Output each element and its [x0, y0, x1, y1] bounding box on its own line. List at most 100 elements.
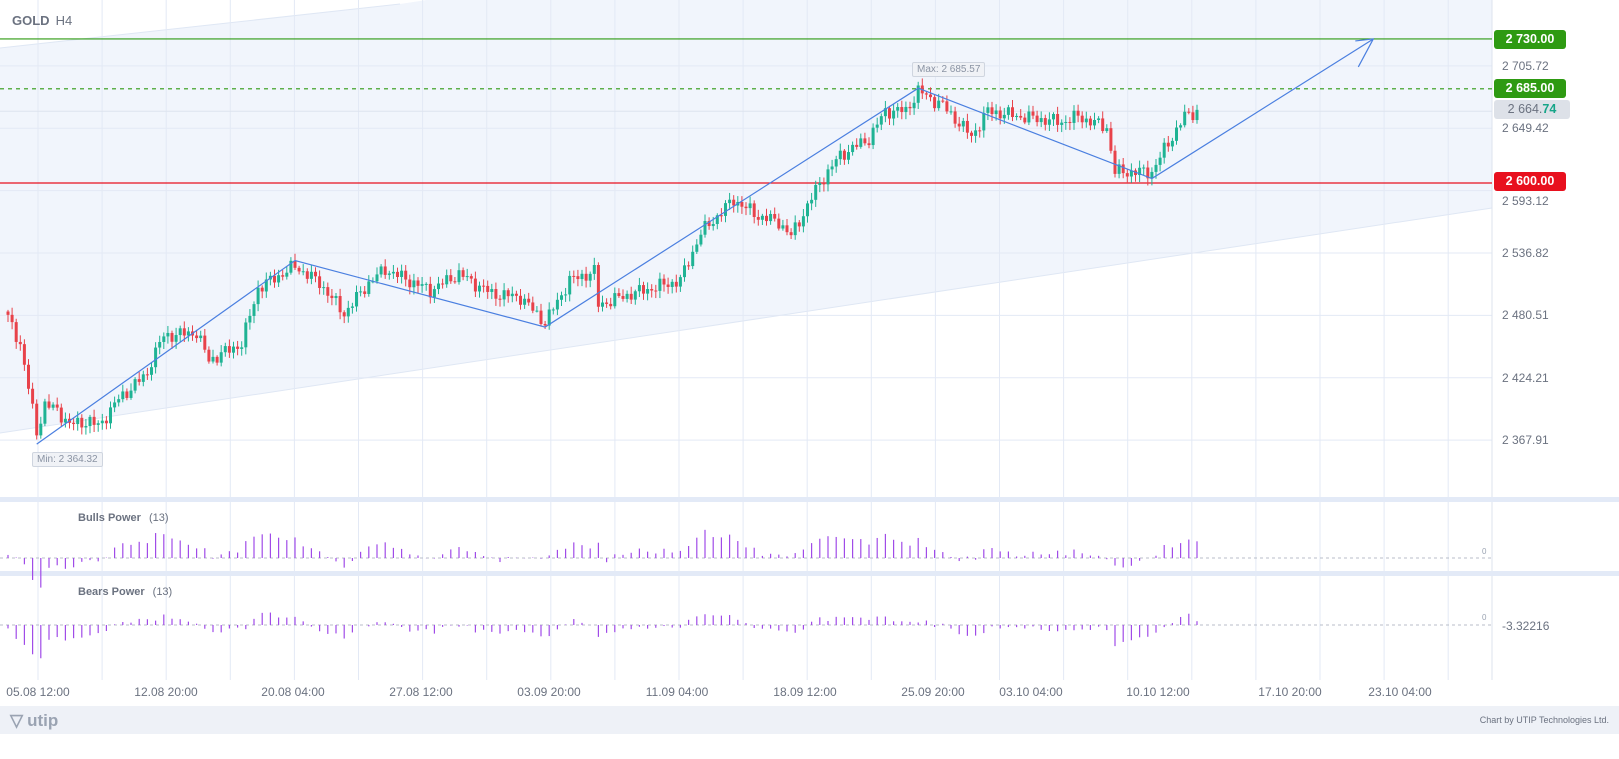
candle — [654, 290, 658, 292]
candle — [924, 93, 928, 95]
candle — [207, 349, 211, 362]
candle — [970, 132, 973, 136]
candle — [998, 110, 1002, 119]
time-tick: 23.10 04:00 — [1368, 685, 1432, 699]
candle — [428, 283, 432, 298]
candle — [683, 265, 686, 278]
candle — [162, 336, 166, 342]
level-tag-2730[interactable]: 2 730.00 — [1494, 30, 1566, 49]
candle — [18, 341, 22, 345]
candle — [953, 111, 957, 124]
candle — [453, 281, 457, 283]
candle — [445, 275, 449, 285]
candle — [1170, 140, 1174, 147]
chart-canvas[interactable] — [0, 0, 1619, 706]
time-tick: 27.08 12:00 — [389, 685, 453, 699]
candle — [904, 106, 908, 113]
time-tick: 25.09 20:00 — [901, 685, 965, 699]
candle — [1129, 170, 1133, 177]
candle — [424, 283, 428, 285]
candle — [166, 332, 170, 337]
candle — [707, 220, 711, 227]
candle — [1056, 113, 1060, 125]
candle — [416, 280, 420, 286]
candle — [35, 403, 39, 436]
candle — [1093, 119, 1096, 126]
candle — [1084, 118, 1088, 123]
candle — [1175, 127, 1178, 141]
candle — [1088, 118, 1092, 126]
candle — [281, 275, 285, 277]
candle — [535, 310, 539, 312]
price-tick: 2 705.72 — [1502, 58, 1549, 73]
current-price-tag: 2 664.74 — [1494, 100, 1570, 119]
candle — [1011, 107, 1014, 118]
candle — [834, 159, 838, 167]
candle — [100, 420, 104, 424]
candle — [801, 216, 805, 227]
candle — [297, 267, 301, 272]
candle — [961, 120, 965, 127]
candle — [715, 215, 719, 225]
candle — [326, 287, 330, 296]
candle — [822, 183, 826, 185]
candle — [773, 213, 777, 219]
candle — [678, 277, 682, 287]
candle — [990, 107, 994, 115]
candle — [937, 100, 941, 109]
channel-upper-line — [0, 3, 401, 49]
candle — [929, 94, 932, 98]
candle — [465, 276, 469, 278]
candle — [391, 271, 395, 274]
candle — [621, 296, 625, 299]
candle — [1158, 157, 1162, 165]
candle — [756, 217, 760, 220]
candle — [400, 270, 404, 277]
candle — [27, 364, 30, 389]
candle — [732, 199, 736, 206]
candle — [982, 112, 986, 131]
candle — [658, 278, 662, 291]
level-tag-2685[interactable]: 2 685.00 — [1494, 79, 1566, 98]
candle — [178, 328, 182, 336]
min-label: Min: 2 364.32 — [32, 452, 103, 467]
candle — [43, 401, 47, 424]
level-tag-2600[interactable]: 2 600.00 — [1494, 172, 1566, 191]
candle — [232, 346, 235, 353]
candle — [564, 294, 568, 296]
candle — [1076, 110, 1080, 116]
candle — [740, 201, 744, 207]
candle — [1109, 128, 1113, 151]
candle — [367, 281, 371, 294]
candle — [10, 314, 14, 323]
candle — [252, 304, 256, 316]
candle — [572, 275, 576, 277]
candle — [150, 367, 153, 375]
candle — [539, 310, 543, 324]
candle — [555, 299, 559, 310]
candle — [502, 290, 506, 300]
candle — [441, 283, 445, 285]
candle — [514, 293, 518, 296]
candle — [1150, 171, 1154, 179]
candle — [1191, 112, 1195, 121]
candle — [318, 276, 322, 288]
candle — [457, 270, 461, 283]
candle — [1097, 118, 1101, 120]
candle — [1105, 128, 1109, 132]
candle — [1064, 121, 1068, 123]
candle — [182, 328, 186, 336]
candle — [104, 420, 108, 424]
bulls-zero-label: 0 — [1482, 547, 1487, 556]
candle — [240, 347, 244, 349]
candle — [170, 332, 174, 342]
candle — [785, 225, 789, 233]
candle — [1117, 164, 1121, 174]
candle — [912, 102, 916, 109]
candle — [350, 306, 354, 308]
candle — [896, 107, 900, 111]
candle — [728, 199, 732, 204]
candle — [863, 138, 867, 144]
candle — [309, 271, 313, 279]
candle — [847, 152, 850, 160]
